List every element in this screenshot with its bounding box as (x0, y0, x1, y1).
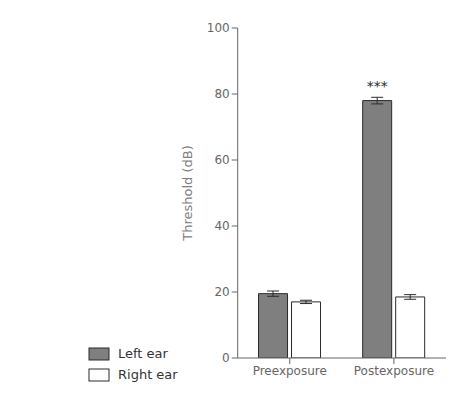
svg-text:Threshold (dB): Threshold (dB) (180, 145, 195, 242)
svg-text:100: 100 (207, 21, 230, 35)
svg-text:40: 40 (214, 219, 229, 233)
html-text:Right ear: Right ear (118, 367, 178, 382)
svg-text:Preexposure: Preexposure (253, 364, 327, 378)
svg-text:80: 80 (214, 87, 229, 101)
svg-text:***: *** (367, 78, 388, 94)
svg-text:0: 0 (222, 351, 230, 365)
svg-text:Postexposure: Postexposure (354, 364, 434, 378)
html-text:Left ear: Left ear (118, 346, 168, 361)
svg-text:20: 20 (214, 285, 229, 299)
svg-text:60: 60 (214, 153, 229, 167)
